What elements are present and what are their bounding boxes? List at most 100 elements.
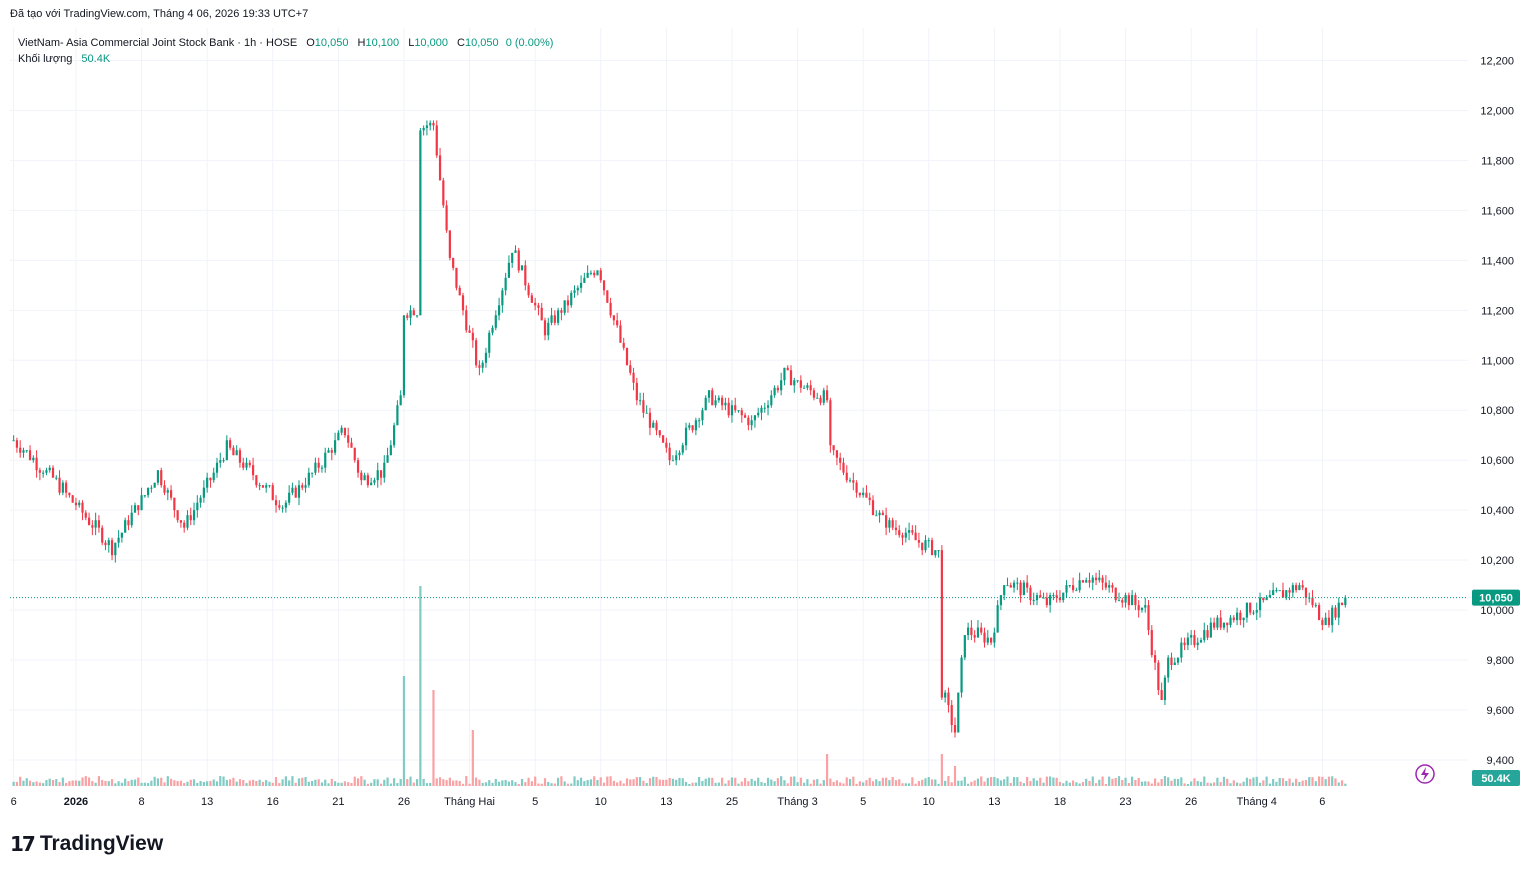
symbol-title[interactable]: VietNam- Asia Commercial Joint Stock Ban… [18, 37, 298, 49]
volume-bar [373, 779, 376, 786]
volume-bar [1295, 778, 1298, 786]
volume-bar [124, 778, 127, 786]
volume-bar [625, 778, 629, 786]
candle-body [760, 407, 763, 413]
candle-body [1173, 662, 1176, 666]
candle-body [304, 485, 307, 488]
candle-body [1222, 622, 1226, 628]
volume-bar [517, 783, 520, 786]
volume-bar [261, 781, 265, 786]
volume-bar [1173, 778, 1176, 786]
volume-label[interactable]: Khối lượng [18, 53, 73, 65]
candle-body [363, 475, 366, 481]
volume-bar [688, 783, 691, 786]
candle-body [566, 300, 570, 306]
candle-body [412, 310, 415, 316]
candle-body [1245, 602, 1249, 618]
volume-bar [635, 777, 638, 786]
volume-bar [1344, 783, 1347, 786]
volume-bar [101, 780, 104, 786]
volume-bar [1314, 781, 1317, 786]
volume-bar [301, 777, 304, 786]
volume-bar [858, 781, 861, 786]
candle-body [724, 402, 727, 406]
candle-body [717, 397, 720, 401]
candle-body [806, 385, 809, 388]
volume-bar [734, 777, 737, 786]
candle-body [1180, 642, 1183, 658]
tradingview-logo[interactable]: 17 TradingView [10, 832, 163, 856]
candle-body [87, 517, 91, 526]
candle-body [140, 495, 143, 511]
volume-bar [497, 781, 501, 786]
low-value: 10,000 [414, 37, 448, 49]
price-axis[interactable]: 12,200 12,000 11,800 11,600 11,400 11,200 11,0… [1480, 55, 1514, 767]
volume-bar [589, 779, 593, 786]
y-tick-label: 9,400 [1486, 755, 1514, 767]
volume-bar [1058, 781, 1062, 786]
x-tick-label: 5 [532, 796, 538, 808]
volume-bar [448, 777, 451, 786]
volume-bar [875, 779, 878, 786]
candle-body [1124, 595, 1127, 603]
volume-bar [45, 780, 48, 786]
y-tick-label: 9,800 [1486, 655, 1514, 667]
price-chart[interactable]: 12,200 12,000 11,800 11,600 11,400 11,200 11,0… [10, 28, 1524, 812]
volume-bar [1275, 781, 1278, 786]
candle-body [1006, 585, 1009, 587]
volume-bar [547, 781, 550, 786]
candle-body [1337, 602, 1340, 618]
volume-bar [947, 776, 950, 786]
close-label: C [457, 37, 465, 49]
volume-bar [599, 777, 602, 786]
candle-body [904, 532, 907, 538]
volume-bar [996, 778, 999, 786]
volume-bar [1016, 777, 1019, 786]
volume-bar [524, 782, 527, 786]
candle-body [396, 405, 399, 426]
volume-bar [399, 778, 402, 786]
candle-body [25, 450, 28, 452]
candle-body [753, 415, 757, 421]
candle-body [793, 380, 796, 386]
candle-body [294, 487, 297, 498]
candle-body [635, 382, 638, 401]
volume-bar [1052, 777, 1055, 786]
volume-bar [383, 779, 386, 786]
candle-body [573, 290, 576, 293]
volume-bar [1006, 776, 1009, 786]
volume-bar [304, 777, 307, 786]
candle-body [1071, 585, 1075, 591]
time-axis[interactable]: 6 2026 8 13 16 21 26 Tháng Hai 5 10 13 25 Tháng 3 5 10… [11, 796, 1326, 808]
volume-bar [665, 779, 668, 786]
candle-body [639, 400, 642, 402]
volume-bar [737, 783, 740, 786]
volume-bar [347, 782, 350, 786]
volume-bar [58, 782, 61, 786]
x-tick-label: 6 [11, 796, 17, 808]
volume-bar [543, 778, 547, 786]
lightning-icon[interactable] [1415, 764, 1435, 784]
candle-body [350, 442, 353, 448]
volume-bar [799, 777, 802, 786]
candle-body [173, 497, 176, 511]
volume-bar [28, 780, 32, 786]
candle-body [1022, 582, 1025, 596]
volume-bar [219, 776, 222, 786]
volume-bar [435, 778, 438, 786]
volume-bar [366, 783, 369, 786]
volume-bar [215, 781, 219, 786]
candle-body [901, 535, 904, 538]
volume-bar [176, 781, 179, 786]
candle-body [356, 460, 360, 473]
volume-bar [324, 779, 327, 786]
volume-bar [307, 781, 310, 786]
candle-body [435, 125, 438, 156]
volume-bar [1111, 778, 1114, 786]
candle-body [829, 400, 832, 446]
volume-bar [1301, 780, 1304, 786]
volume-bar [258, 779, 261, 786]
candle-body [199, 497, 202, 503]
candle-body [763, 407, 766, 409]
volume-bar [619, 780, 622, 786]
